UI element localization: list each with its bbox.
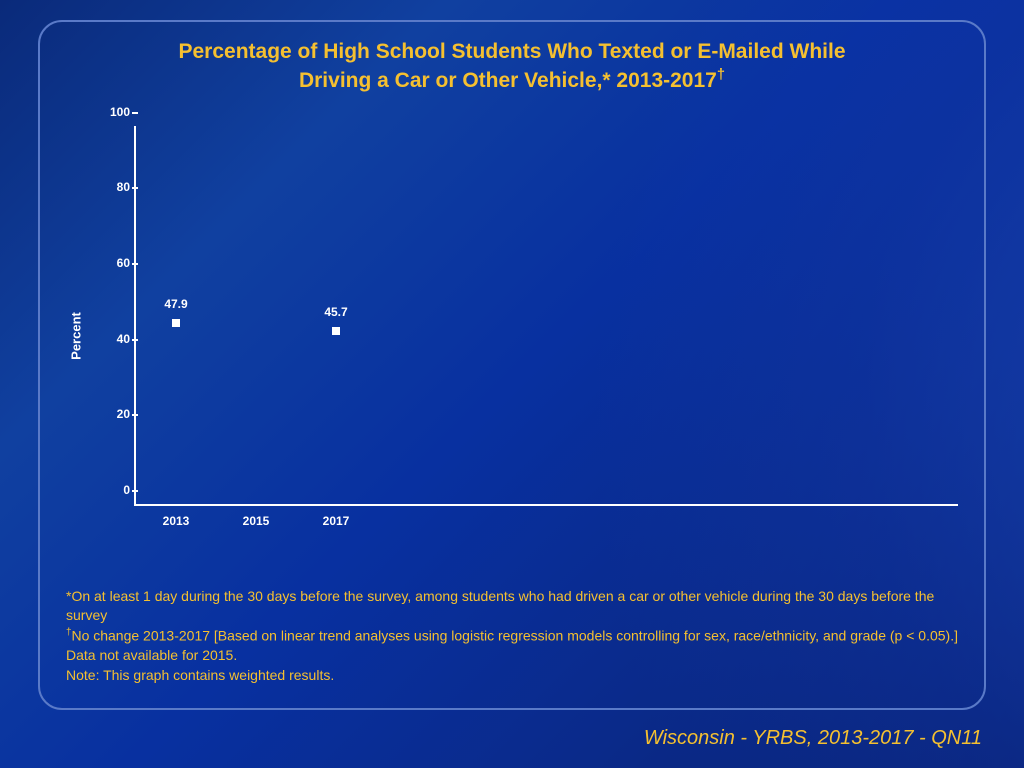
title-line2: Driving a Car or Other Vehicle,* 2013-20… xyxy=(299,69,717,92)
data-label: 45.7 xyxy=(324,305,347,319)
chart-title: Percentage of High School Students Who T… xyxy=(66,38,958,96)
data-label: 47.9 xyxy=(164,297,187,311)
source-citation: Wisconsin - YRBS, 2013-2017 - QN11 xyxy=(644,727,982,750)
x-tick: 2013 xyxy=(163,514,190,528)
footnotes: *On at least 1 day during the 30 days be… xyxy=(66,587,958,686)
y-tick: 0 xyxy=(98,483,130,497)
plot-region: 02040608010020132015201747.945.7 xyxy=(134,126,958,506)
y-axis-label: Percent xyxy=(69,312,84,360)
chart-area: Percent 02040608010020132015201747.945.7 xyxy=(86,126,958,546)
y-tick: 20 xyxy=(98,407,130,421)
y-tick: 100 xyxy=(98,105,130,119)
x-tick: 2015 xyxy=(243,514,270,528)
title-line1: Percentage of High School Students Who T… xyxy=(179,40,846,63)
footnote-4: Note: This graph contains weighted resul… xyxy=(66,666,958,685)
title-dagger: † xyxy=(717,67,725,83)
data-marker xyxy=(332,327,340,335)
footnote-1: *On at least 1 day during the 30 days be… xyxy=(66,587,958,625)
x-tick: 2017 xyxy=(323,514,350,528)
footnote-3: Data not available for 2015. xyxy=(66,646,958,665)
chart-panel: Percentage of High School Students Who T… xyxy=(38,20,986,710)
footnote-2: †No change 2013-2017 [Based on linear tr… xyxy=(66,626,958,646)
y-tick: 40 xyxy=(98,332,130,346)
y-tick: 60 xyxy=(98,256,130,270)
data-marker xyxy=(172,319,180,327)
y-tick: 80 xyxy=(98,180,130,194)
